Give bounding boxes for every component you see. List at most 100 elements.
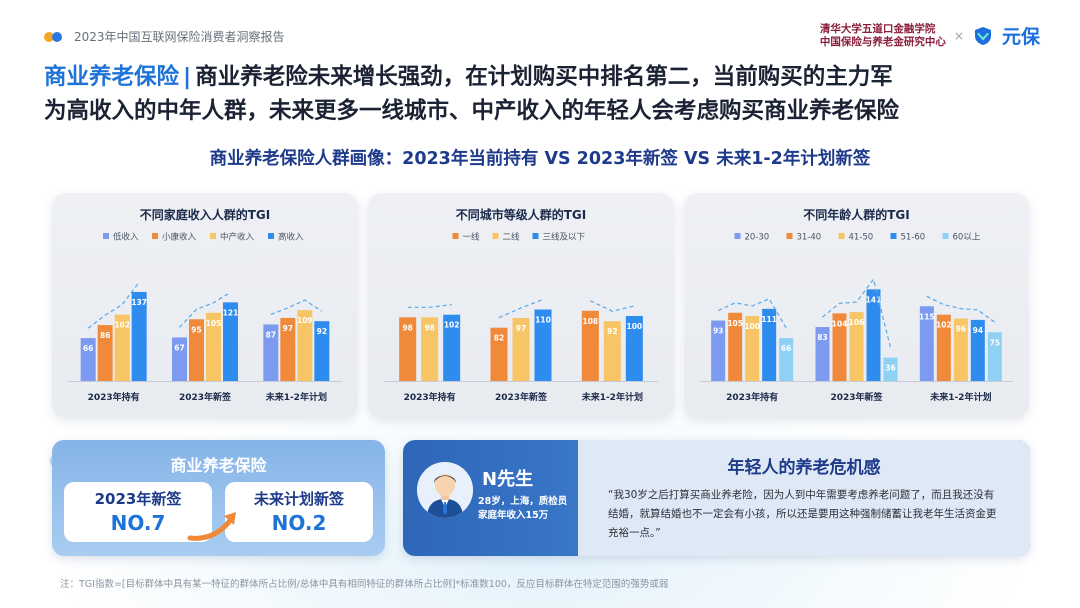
bar bbox=[970, 319, 985, 381]
institution-line1: 清华大学五道口金融学院 bbox=[819, 22, 936, 35]
chart-panel-city: 不同城市等级人群的TGI 一线 二线 三线及以下 98 98 102 2023年持有 82 97 1… bbox=[368, 193, 674, 418]
report-name: 2023年中国互联网保险消费者洞察报告 bbox=[74, 30, 285, 44]
bar bbox=[849, 312, 864, 381]
brand-area: 清华大学五道口金融学院 中国保险与养老金研究中心 × 元保 bbox=[820, 22, 1040, 49]
institution-name: 清华大学五道口金融学院 中国保险与养老金研究中心 bbox=[820, 23, 946, 49]
legend-label: 41-50 bbox=[849, 233, 874, 243]
category-label: 2023年新签 bbox=[495, 391, 548, 403]
bar bbox=[534, 309, 552, 381]
promo-card1-value: NO.7 bbox=[110, 511, 166, 535]
bar-value-label: 102 bbox=[444, 321, 460, 330]
bar bbox=[815, 327, 830, 381]
bar-value-label: 66 bbox=[83, 344, 93, 353]
trend-dash-line bbox=[270, 299, 323, 315]
rising-arrow-icon bbox=[187, 512, 236, 541]
bar-value-label: 104 bbox=[832, 319, 848, 328]
bar-value-label: 97 bbox=[516, 324, 526, 333]
bar bbox=[223, 302, 238, 381]
bar-value-label: 110 bbox=[535, 316, 551, 325]
bar bbox=[80, 338, 96, 381]
persona-info-line1: 28岁，上海，质检员 bbox=[478, 496, 568, 507]
legend-label: 51-60 bbox=[901, 233, 926, 243]
bar-value-label: 100 bbox=[627, 322, 643, 331]
bar bbox=[421, 317, 439, 381]
headline-topic: 商业养老保险 bbox=[44, 64, 180, 90]
times-sign: × bbox=[953, 28, 964, 43]
bar-value-label: 83 bbox=[817, 333, 827, 342]
legend-swatch bbox=[942, 233, 949, 239]
bar-value-label: 115 bbox=[919, 312, 935, 321]
chart-title: 不同年龄人群的TGI bbox=[803, 207, 910, 222]
legend-label: 中产收入 bbox=[220, 232, 255, 243]
bar-value-label: 96 bbox=[956, 325, 966, 334]
trend-dash-line bbox=[822, 277, 892, 348]
report-header: 2023年中国互联网保险消费者洞察报告 bbox=[44, 28, 285, 45]
headline: 商业养老保险 | 商业养老险未来增长强劲，在计划购买中排名第二，当前购买的主力军 为… bbox=[44, 60, 1044, 128]
bar bbox=[728, 312, 743, 381]
quote-panel bbox=[578, 440, 1030, 556]
legend-label: 60以上 bbox=[953, 233, 981, 243]
legend-swatch bbox=[532, 233, 539, 239]
legend-label: 高收入 bbox=[278, 232, 304, 243]
legend-label: 低收入 bbox=[113, 232, 139, 243]
bar-value-label: 92 bbox=[607, 327, 617, 336]
bar bbox=[832, 313, 847, 381]
legend-swatch bbox=[734, 233, 741, 239]
chart-city-svg: 不同城市等级人群的TGI 一线 二线 三线及以下 98 98 102 2023年持有 82 97 1… bbox=[384, 207, 658, 403]
legend-label: 一线 bbox=[463, 232, 481, 243]
chart-title: 不同家庭收入人群的TGI bbox=[140, 207, 271, 222]
legend-label: 31-40 bbox=[797, 233, 822, 243]
legend-swatch bbox=[103, 233, 109, 239]
bar bbox=[762, 308, 777, 381]
person-avatar-icon bbox=[417, 462, 473, 518]
promo-card2-value: NO.2 bbox=[271, 511, 327, 535]
bar bbox=[443, 314, 461, 381]
footnote: 注：TGI指数=[目标群体中具有某一特征的群体所占比例/总体中具有相同特征的群体… bbox=[60, 579, 669, 590]
quote-text: “我30岁之后打算买商业养老险，因为人到中年需要考虑养老问题了，而且我还没有结婚… bbox=[608, 489, 997, 539]
legend-swatch bbox=[838, 233, 845, 239]
chart-panel-income: 不同家庭收入人群的TGI 低收入 小康收入 中产收入 高收入 66 86 102 137 2023… bbox=[52, 193, 358, 418]
persona-name: N先生 bbox=[482, 469, 534, 490]
bar-value-label: 121 bbox=[223, 308, 239, 317]
category-label: 2023年新签 bbox=[830, 391, 883, 403]
section-subtitle: 商业养老保险人群画像：2023年当前持有 VS 2023年新签 VS 未来1-2… bbox=[209, 149, 871, 169]
bar bbox=[953, 318, 968, 381]
legend-label: 三线及以下 bbox=[543, 232, 586, 243]
quote-title: 年轻人的养老危机感 bbox=[727, 458, 881, 478]
trend-dash-line bbox=[498, 298, 544, 319]
category-label: 2023年持有 bbox=[726, 391, 778, 403]
bar-value-label: 105 bbox=[206, 319, 222, 328]
trend-dash-line bbox=[407, 304, 452, 308]
bar-value-label: 105 bbox=[727, 319, 743, 328]
chart-panel-age: 不同年龄人群的TGI 20-30 31-40 41-50 51-60 60以上 93 105 1… bbox=[684, 193, 1029, 418]
category-label: 2023年持有 bbox=[404, 391, 456, 403]
legend-swatch bbox=[890, 233, 897, 239]
bar-value-label: 109 bbox=[297, 316, 313, 325]
bar bbox=[114, 314, 130, 381]
bar bbox=[936, 314, 951, 381]
persona-info: 28岁，上海，质检员 家庭年收入15万 bbox=[478, 495, 567, 523]
bar bbox=[711, 320, 726, 381]
bar bbox=[189, 319, 204, 381]
bar-value-label: 36 bbox=[885, 364, 895, 373]
shield-logo-icon bbox=[974, 26, 991, 45]
bar bbox=[263, 324, 279, 381]
legend-swatch bbox=[492, 233, 499, 239]
bar bbox=[919, 306, 934, 381]
bar bbox=[206, 312, 221, 381]
legend-swatch bbox=[210, 233, 216, 239]
bar bbox=[745, 316, 760, 381]
category-label: 未来1-2年计划 bbox=[265, 391, 327, 403]
bar-value-label: 82 bbox=[494, 334, 504, 343]
brand-name: 元保 bbox=[1001, 26, 1040, 48]
bar bbox=[779, 338, 794, 381]
legend-swatch bbox=[452, 233, 459, 239]
headline-line2: 为高收入的中年人群，未来更多一线城市、中产收入的年轻人会考虑购买商业养老保险 bbox=[44, 98, 900, 124]
promo-card-new-2023: 2023年新签 NO.7 bbox=[64, 482, 212, 542]
bar-value-label: 87 bbox=[266, 330, 276, 339]
bar-value-label: 141 bbox=[866, 295, 882, 304]
avatar bbox=[417, 462, 473, 518]
bar-value-label: 98 bbox=[402, 323, 412, 332]
